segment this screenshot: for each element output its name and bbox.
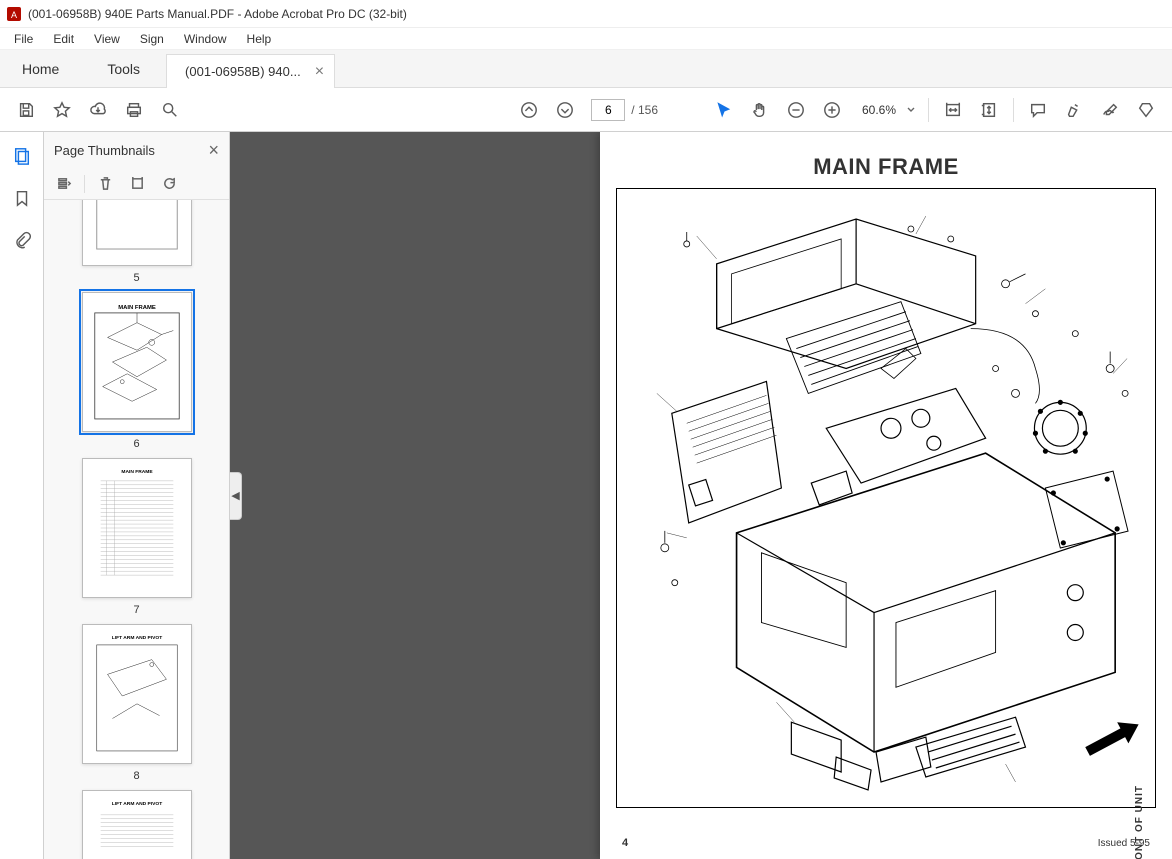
thumbnails-options-button[interactable] bbox=[52, 172, 76, 196]
tab-document-label: (001-06958B) 940... bbox=[185, 64, 301, 79]
thumbnail-item[interactable]: LIFT ARM AND PIVOT 8 bbox=[44, 624, 229, 782]
page-number-input[interactable] bbox=[591, 99, 625, 121]
more-tools-button[interactable] bbox=[1128, 92, 1164, 128]
thumbnails-rotate-button[interactable] bbox=[125, 172, 149, 196]
tab-tools[interactable]: Tools bbox=[85, 51, 166, 87]
page-number: 4 bbox=[622, 837, 628, 849]
collapse-panel-handle[interactable]: ◀ bbox=[230, 472, 242, 520]
thumbnails-refresh-button[interactable] bbox=[157, 172, 181, 196]
page-number-box: / 156 bbox=[591, 99, 658, 121]
menu-sign[interactable]: Sign bbox=[130, 30, 174, 48]
hand-tool[interactable] bbox=[742, 92, 778, 128]
thumb-sep bbox=[84, 175, 85, 193]
thumbnails-delete-button[interactable] bbox=[93, 172, 117, 196]
thumbnails-rail-button[interactable] bbox=[8, 142, 36, 170]
page-issued: Issued 5-95 bbox=[1098, 838, 1150, 849]
zoom-in-button[interactable] bbox=[814, 92, 850, 128]
pdf-icon: A bbox=[6, 6, 22, 22]
cloud-button[interactable] bbox=[80, 92, 116, 128]
workspace: Page Thumbnails × 5 MAIN FRAME bbox=[0, 132, 1172, 859]
svg-text:LIFT ARM AND PIVOT: LIFT ARM AND PIVOT bbox=[111, 635, 161, 641]
main-toolbar: / 156 60.6% bbox=[0, 88, 1172, 132]
thumbnail-item[interactable]: 5 bbox=[44, 200, 229, 284]
toolbar-separator bbox=[928, 98, 929, 122]
select-tool[interactable] bbox=[706, 92, 742, 128]
thumbnail-label: 7 bbox=[133, 604, 139, 616]
highlight-button[interactable] bbox=[1056, 92, 1092, 128]
page-title: MAIN FRAME bbox=[616, 154, 1156, 180]
exploded-diagram: FRONT OF UNIT bbox=[616, 188, 1156, 808]
fit-page-button[interactable] bbox=[971, 92, 1007, 128]
attachments-rail-button[interactable] bbox=[8, 226, 36, 254]
toolbar-separator-2 bbox=[1013, 98, 1014, 122]
print-button[interactable] bbox=[116, 92, 152, 128]
page-down-button[interactable] bbox=[547, 92, 583, 128]
thumbnails-list[interactable]: 5 MAIN FRAME 6 MA bbox=[44, 200, 229, 859]
window-titlebar: A (001-06958B) 940E Parts Manual.PDF - A… bbox=[0, 0, 1172, 28]
zoom-level-box[interactable]: 60.6% bbox=[856, 103, 916, 117]
fit-width-button[interactable] bbox=[935, 92, 971, 128]
menu-bar: File Edit View Sign Window Help bbox=[0, 28, 1172, 50]
bookmarks-rail-button[interactable] bbox=[8, 184, 36, 212]
menu-help[interactable]: Help bbox=[237, 30, 282, 48]
window-title: (001-06958B) 940E Parts Manual.PDF - Ado… bbox=[28, 7, 407, 21]
tab-document[interactable]: (001-06958B) 940... × bbox=[166, 54, 335, 88]
svg-text:A: A bbox=[11, 10, 17, 20]
zoom-out-button[interactable] bbox=[778, 92, 814, 128]
page-total: / 156 bbox=[631, 103, 658, 117]
menu-view[interactable]: View bbox=[84, 30, 130, 48]
tab-home[interactable]: Home bbox=[0, 51, 85, 87]
save-button[interactable] bbox=[8, 92, 44, 128]
thumbnail-item[interactable]: LIFT ARM AND PIVOT 9 bbox=[44, 790, 229, 859]
tab-close-icon[interactable]: × bbox=[315, 66, 324, 78]
thumbnail-label: 8 bbox=[133, 770, 139, 782]
thumbnails-toolbar bbox=[44, 168, 229, 200]
star-button[interactable] bbox=[44, 92, 80, 128]
thumbnail-item[interactable]: MAIN FRAME 7 bbox=[44, 458, 229, 616]
nav-rail bbox=[0, 132, 44, 859]
svg-text:MAIN FRAME: MAIN FRAME bbox=[118, 305, 156, 311]
tab-bar: Home Tools (001-06958B) 940... × bbox=[0, 50, 1172, 88]
thumbnail-item[interactable]: MAIN FRAME 6 bbox=[44, 292, 229, 450]
thumbnails-close-icon[interactable]: × bbox=[208, 140, 219, 161]
svg-text:LIFT ARM AND PIVOT: LIFT ARM AND PIVOT bbox=[111, 801, 161, 807]
sign-button[interactable] bbox=[1092, 92, 1128, 128]
page-up-button[interactable] bbox=[511, 92, 547, 128]
thumbnail-label: 6 bbox=[133, 438, 139, 450]
find-button[interactable] bbox=[152, 92, 188, 128]
menu-edit[interactable]: Edit bbox=[43, 30, 84, 48]
thumbnails-panel: Page Thumbnails × 5 MAIN FRAME bbox=[44, 132, 230, 859]
svg-text:MAIN FRAME: MAIN FRAME bbox=[121, 469, 153, 475]
comment-button[interactable] bbox=[1020, 92, 1056, 128]
menu-window[interactable]: Window bbox=[174, 30, 237, 48]
zoom-value: 60.6% bbox=[856, 103, 902, 117]
menu-file[interactable]: File bbox=[4, 30, 43, 48]
thumbnail-label: 5 bbox=[133, 272, 139, 284]
thumbnails-title: Page Thumbnails bbox=[54, 143, 155, 158]
pdf-page: MAIN FRAME bbox=[600, 132, 1172, 859]
document-viewport[interactable]: ◀ MAIN FRAME bbox=[230, 132, 1172, 859]
chevron-down-icon bbox=[906, 105, 916, 115]
thumbnails-header: Page Thumbnails × bbox=[44, 132, 229, 168]
